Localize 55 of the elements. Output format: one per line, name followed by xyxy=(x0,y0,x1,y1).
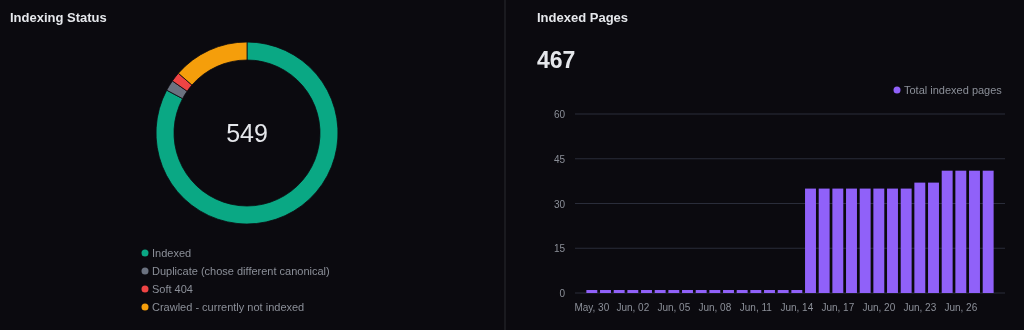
legend-label: Indexed xyxy=(152,247,192,259)
bar xyxy=(709,290,721,293)
x-tick-label: Jun, 17 xyxy=(821,302,855,313)
y-tick-label: 45 xyxy=(553,153,566,165)
bar xyxy=(914,182,926,293)
bar xyxy=(723,290,734,293)
bar xyxy=(859,188,871,293)
bar xyxy=(887,188,898,293)
bar xyxy=(777,290,789,293)
legend-label: Soft 404 xyxy=(152,283,193,295)
x-tick-label: Jun, 02 xyxy=(616,302,650,313)
legend-label: Total indexed pages xyxy=(904,84,1003,96)
x-tick-label: May, 30 xyxy=(574,302,610,313)
bar xyxy=(969,170,980,293)
y-tick-label: 60 xyxy=(553,109,566,120)
bar xyxy=(668,290,680,293)
bar xyxy=(750,290,762,293)
bar xyxy=(613,290,625,293)
bar xyxy=(928,182,939,293)
bar xyxy=(955,170,967,293)
x-tick-label: Jun, 11 xyxy=(739,302,773,313)
legend-label: Crawled - currently not indexed xyxy=(152,301,305,313)
y-tick-label: 0 xyxy=(559,288,566,299)
bar xyxy=(682,290,693,293)
bar xyxy=(941,170,953,293)
bar xyxy=(873,188,885,293)
chart-title: Indexed Pages xyxy=(537,10,629,25)
bar xyxy=(832,188,844,293)
bar xyxy=(818,188,830,293)
x-tick-label: Jun, 23 xyxy=(903,302,937,313)
y-tick-label: 15 xyxy=(553,243,566,255)
donut-slice xyxy=(155,41,339,225)
bar xyxy=(846,188,857,293)
bar xyxy=(900,188,912,293)
bar xyxy=(641,290,652,293)
chart-title: Indexing Status xyxy=(10,10,107,25)
text: 549 xyxy=(226,119,268,147)
bar xyxy=(805,188,816,293)
bar xyxy=(791,290,803,293)
chart-subtitle: 467 xyxy=(537,47,576,73)
x-tick-label: Jun, 05 xyxy=(657,302,691,313)
bar xyxy=(627,290,639,293)
x-tick-label: Jun, 14 xyxy=(780,302,814,313)
x-tick-label: Jun, 26 xyxy=(944,302,978,313)
y-tick-label: 30 xyxy=(553,198,566,210)
x-tick-label: Jun, 08 xyxy=(698,302,732,313)
bar xyxy=(654,290,666,293)
legend-label: Duplicate (chose different canonical) xyxy=(152,265,330,277)
bar xyxy=(764,290,775,293)
x-tick-label: Jun, 20 xyxy=(862,302,896,313)
bar xyxy=(695,290,707,293)
bar xyxy=(736,290,748,293)
bar xyxy=(586,290,598,293)
bar xyxy=(982,170,994,293)
bar xyxy=(600,290,611,293)
